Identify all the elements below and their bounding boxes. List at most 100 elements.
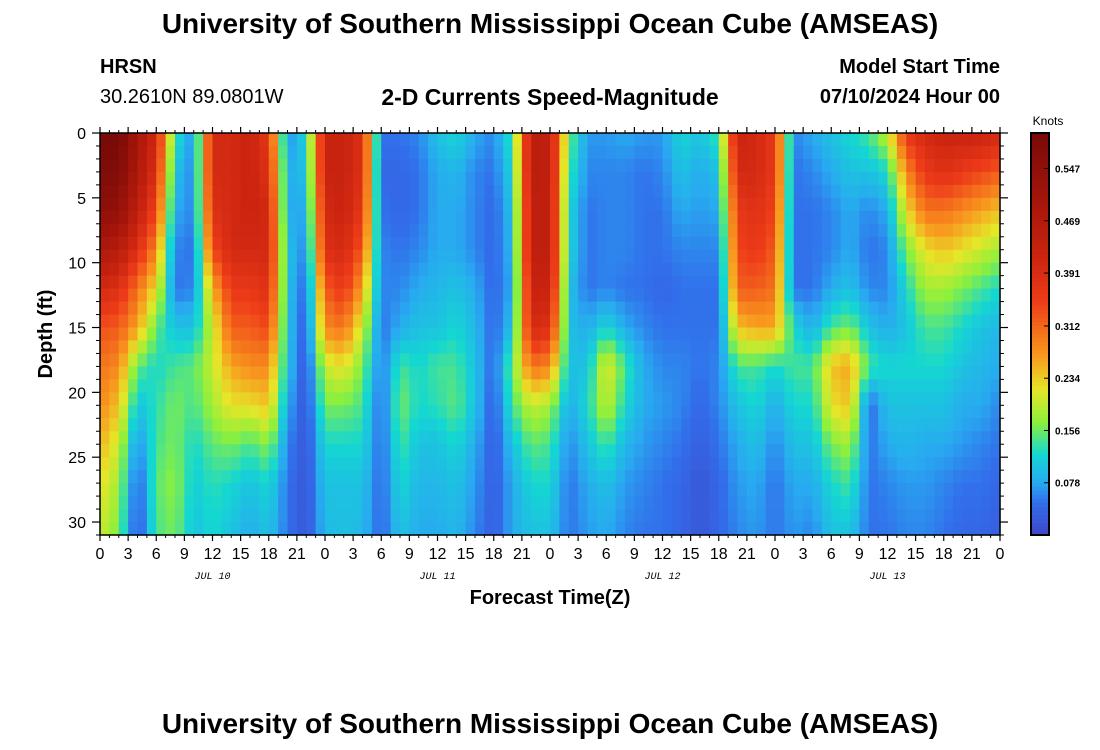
heatmap-cell (428, 405, 439, 419)
heatmap-cell (334, 288, 345, 303)
x-tick-label: 18 (710, 546, 728, 563)
heatmap-cell (718, 262, 729, 277)
heatmap-cell (859, 483, 870, 497)
heatmap-cell (390, 275, 401, 290)
heatmap-cell (278, 314, 289, 329)
heatmap-cell (100, 275, 110, 290)
heatmap-cell (878, 522, 889, 536)
heatmap-cell (306, 418, 317, 432)
heatmap-cell (906, 133, 917, 147)
heatmap-cell (343, 522, 354, 536)
heatmap-cell (934, 483, 945, 497)
heatmap-cell (971, 496, 982, 510)
heatmap-cell (868, 314, 879, 329)
heatmap-cell (353, 392, 364, 406)
heatmap-cell (962, 301, 973, 316)
heatmap-cell (156, 275, 167, 290)
heatmap-cell (990, 327, 1001, 342)
heatmap-cell (784, 210, 795, 225)
heatmap-cell (484, 496, 495, 510)
heatmap-cell (559, 366, 570, 380)
heatmap-cell (446, 262, 457, 277)
heatmap-cell (634, 262, 645, 277)
heatmap-cell (596, 301, 607, 316)
heatmap-cell (456, 457, 467, 471)
colorbar-segment (1031, 514, 1049, 520)
heatmap-cell (240, 197, 251, 212)
heatmap-cell (887, 184, 898, 199)
heatmap-cell (971, 522, 982, 536)
heatmap-cell (559, 496, 570, 510)
heatmap-cell (578, 275, 589, 290)
heatmap-cell (146, 288, 157, 303)
heatmap-cell (775, 457, 785, 471)
heatmap-cell (737, 288, 748, 303)
heatmap-cell (915, 249, 926, 264)
heatmap-cell (681, 483, 692, 497)
heatmap-cell (859, 197, 870, 212)
heatmap-cell (428, 457, 439, 471)
heatmap-cell (362, 145, 373, 160)
heatmap-cell (137, 327, 148, 342)
heatmap-cell (690, 496, 701, 510)
heatmap-cell (896, 314, 907, 329)
heatmap-cell (887, 301, 898, 316)
heatmap-cell (868, 496, 879, 510)
heatmap-cell (615, 431, 626, 445)
heatmap-cell (240, 262, 251, 277)
heatmap-cell (175, 431, 185, 445)
heatmap-cell (503, 288, 514, 303)
heatmap-cell (212, 392, 223, 406)
heatmap-cell (615, 418, 626, 432)
heatmap-cell (550, 210, 560, 225)
heatmap-cell (371, 340, 382, 355)
heatmap-cell (653, 405, 664, 419)
heatmap-cell (850, 379, 860, 393)
heatmap-cell (550, 197, 560, 212)
heatmap-cell (878, 431, 889, 445)
heatmap-cell (146, 314, 157, 329)
heatmap-cell (793, 353, 804, 368)
heatmap-cell (596, 262, 607, 277)
heatmap-cell (381, 444, 392, 458)
heatmap-cell (793, 470, 804, 484)
heatmap-cell (334, 145, 345, 160)
heatmap-cell (709, 301, 720, 316)
heatmap-cell (418, 327, 429, 342)
heatmap-cell (634, 184, 645, 199)
heatmap-cell (728, 405, 739, 419)
heatmap-cell (493, 133, 504, 147)
heatmap-cell (700, 522, 710, 536)
heatmap-cell (550, 418, 560, 432)
heatmap-cell (756, 133, 767, 147)
heatmap-cell (221, 418, 232, 432)
heatmap-cell (925, 483, 935, 497)
heatmap-cell (409, 327, 420, 342)
heatmap-cell (634, 133, 645, 147)
heatmap-cell (325, 171, 335, 186)
colorbar-segment (1031, 145, 1049, 150)
heatmap-cell (671, 288, 682, 303)
heatmap-cell (212, 457, 223, 471)
heatmap-cell (868, 236, 879, 251)
heatmap-cell (662, 158, 673, 173)
heatmap-cell (165, 275, 176, 290)
heatmap-cell (353, 353, 364, 368)
heatmap-cell (428, 314, 439, 329)
heatmap-cell (250, 314, 260, 329)
heatmap-cell (268, 197, 279, 212)
x-tick-label: 18 (485, 546, 503, 563)
heatmap-cell (128, 158, 139, 173)
heatmap-cell (146, 353, 157, 368)
heatmap-cell (475, 470, 485, 484)
colorbar-segment (1031, 346, 1049, 351)
heatmap-cell (390, 301, 401, 316)
heatmap-cell (362, 353, 373, 368)
x-tick-label: 21 (738, 546, 756, 563)
heatmap-cell (137, 314, 148, 329)
heatmap-cell (737, 418, 748, 432)
heatmap-cell (896, 197, 907, 212)
heatmap-cell (175, 483, 185, 497)
heatmap-cell (531, 184, 542, 199)
heatmap-cell (728, 223, 739, 238)
